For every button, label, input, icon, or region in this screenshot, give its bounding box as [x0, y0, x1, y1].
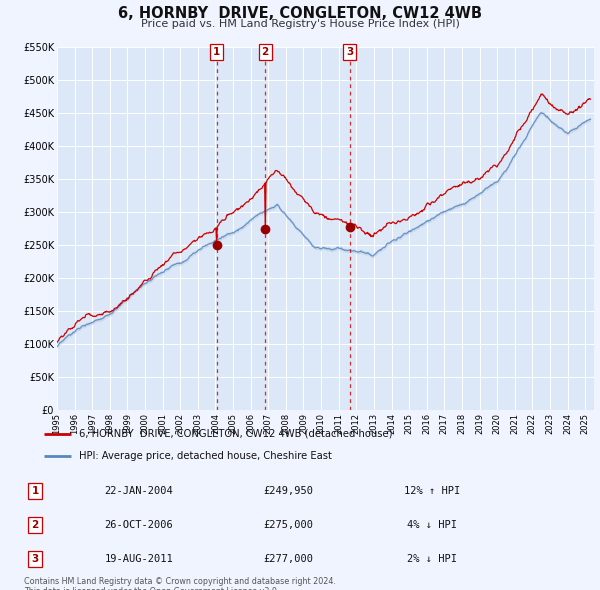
Text: £277,000: £277,000: [263, 554, 313, 563]
Text: 2: 2: [262, 47, 269, 57]
Text: 3: 3: [346, 47, 353, 57]
Text: HPI: Average price, detached house, Cheshire East: HPI: Average price, detached house, Ches…: [79, 451, 331, 461]
Text: 12% ↑ HPI: 12% ↑ HPI: [404, 486, 461, 496]
Text: £275,000: £275,000: [263, 520, 313, 530]
Text: 6, HORNBY  DRIVE, CONGLETON, CW12 4WB: 6, HORNBY DRIVE, CONGLETON, CW12 4WB: [118, 6, 482, 21]
Text: 2% ↓ HPI: 2% ↓ HPI: [407, 554, 457, 563]
Text: 1: 1: [31, 486, 38, 496]
Text: 1: 1: [213, 47, 220, 57]
Text: 22-JAN-2004: 22-JAN-2004: [104, 486, 173, 496]
Text: Price paid vs. HM Land Registry's House Price Index (HPI): Price paid vs. HM Land Registry's House …: [140, 19, 460, 30]
Text: 26-OCT-2006: 26-OCT-2006: [104, 520, 173, 530]
Text: Contains HM Land Registry data © Crown copyright and database right 2024.
This d: Contains HM Land Registry data © Crown c…: [24, 577, 336, 590]
Text: £249,950: £249,950: [263, 486, 313, 496]
Text: 3: 3: [31, 554, 38, 563]
Text: 19-AUG-2011: 19-AUG-2011: [104, 554, 173, 563]
Text: 4% ↓ HPI: 4% ↓ HPI: [407, 520, 457, 530]
Text: 2: 2: [31, 520, 38, 530]
Text: 6, HORNBY  DRIVE, CONGLETON, CW12 4WB (detached house): 6, HORNBY DRIVE, CONGLETON, CW12 4WB (de…: [79, 429, 392, 439]
